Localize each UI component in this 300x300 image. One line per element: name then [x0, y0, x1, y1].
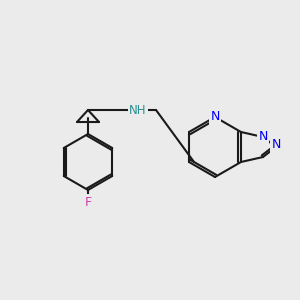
- Text: N: N: [258, 130, 268, 143]
- Text: N: N: [271, 139, 281, 152]
- Text: NH: NH: [129, 103, 147, 116]
- Text: F: F: [84, 196, 92, 208]
- Text: N: N: [210, 110, 220, 124]
